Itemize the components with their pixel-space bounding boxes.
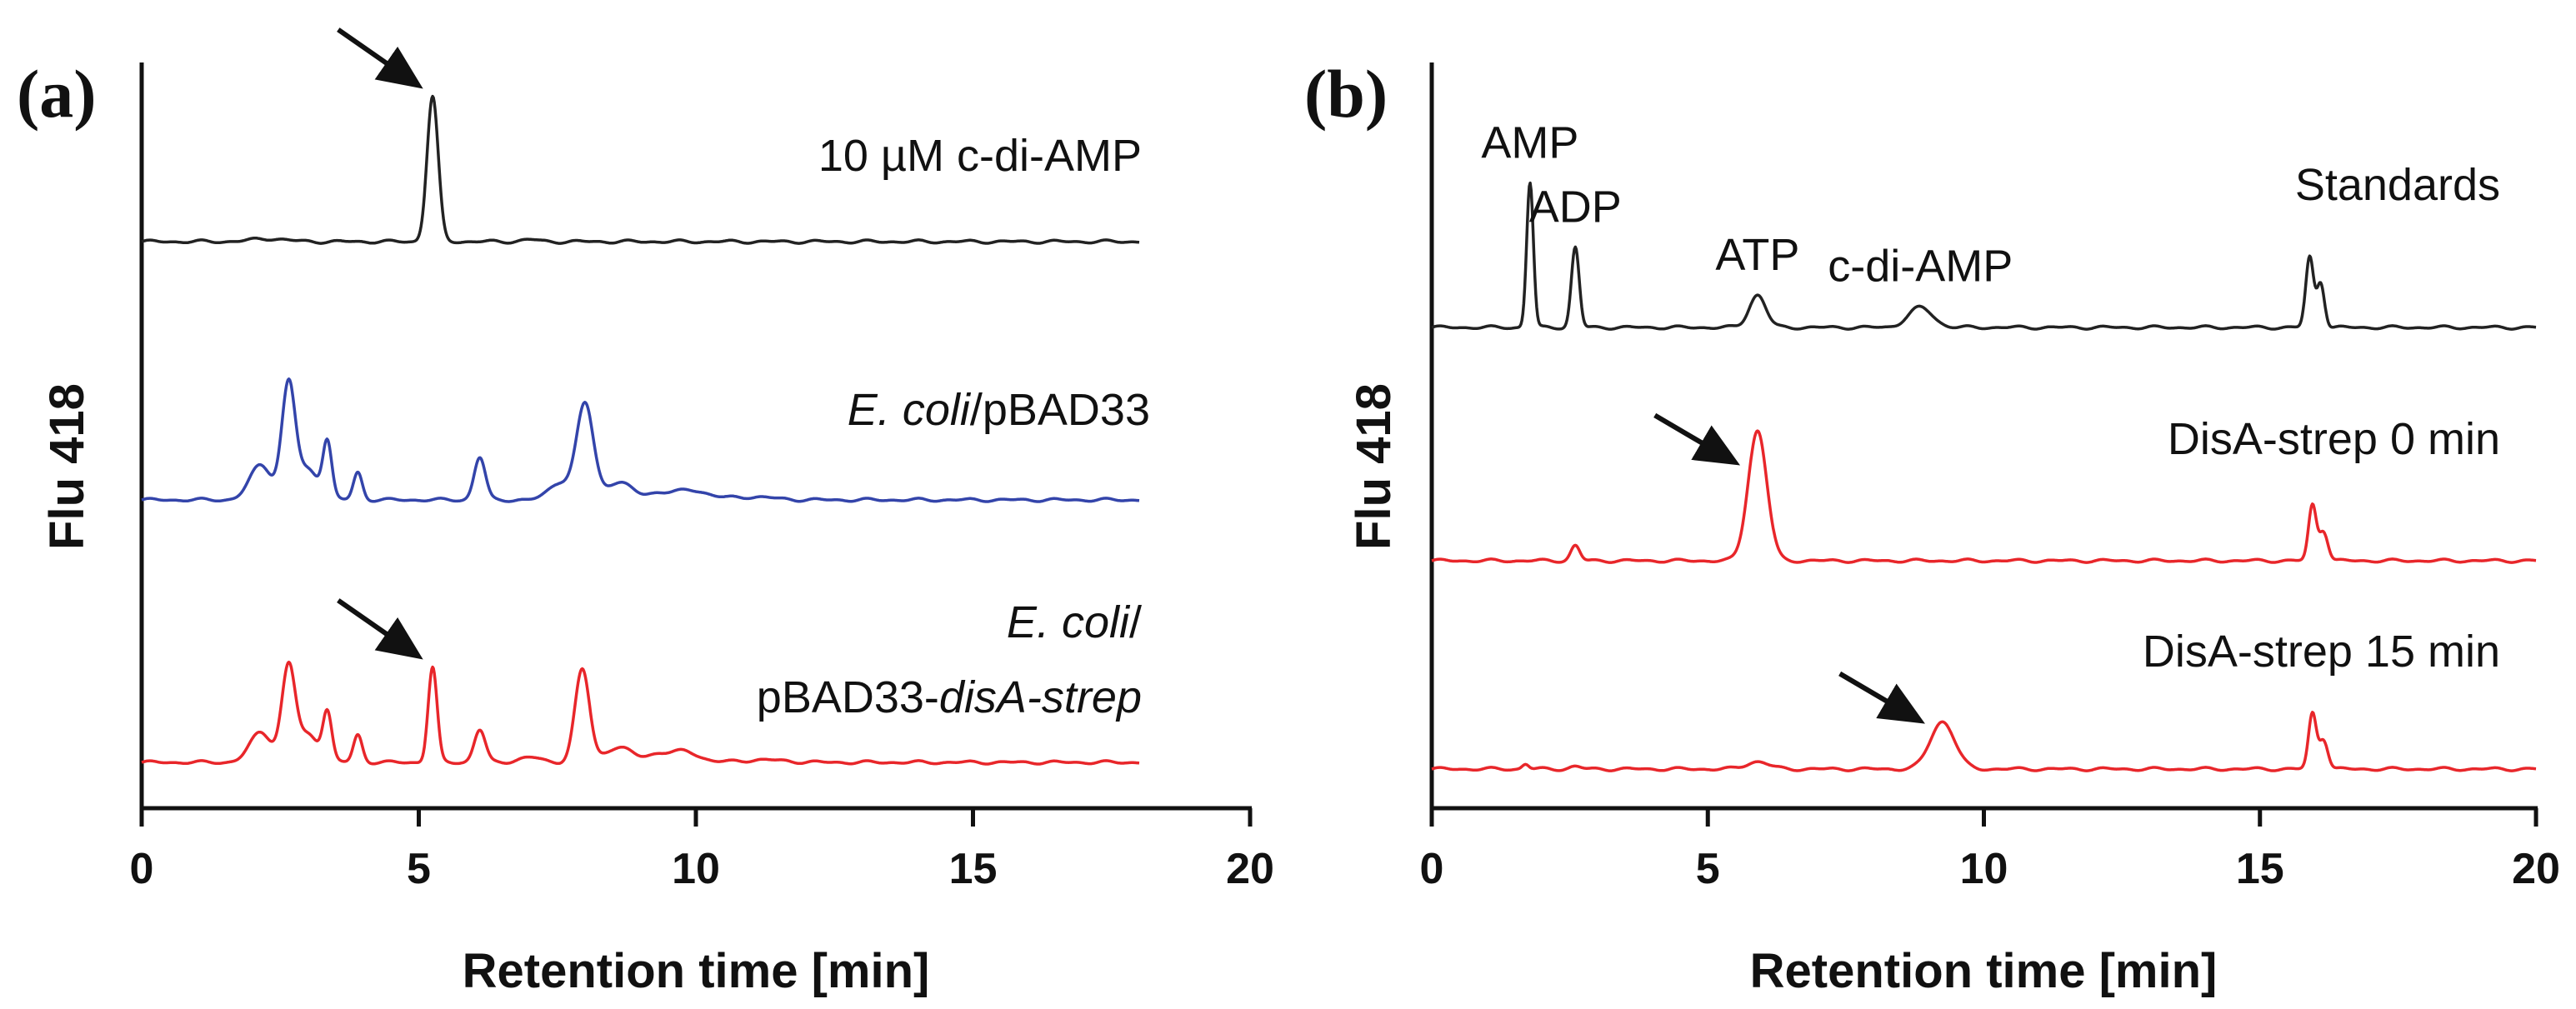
series-line <box>1431 429 2537 564</box>
x-tick-label: 10 <box>672 845 720 893</box>
series-label: Standards <box>2295 160 2500 210</box>
series-line <box>141 660 1140 766</box>
series-label: DisA-strep 0 min <box>2168 414 2500 464</box>
peak-arrow <box>1653 412 1741 466</box>
peak-label: c-di-AMP <box>1828 242 2013 292</box>
x-tick-label: 10 <box>1960 845 2008 893</box>
peak-label: ADP <box>1529 182 1622 232</box>
x-tick-label: 0 <box>1420 845 1444 893</box>
x-tick-label: 20 <box>2512 845 2560 893</box>
series-label: 10 µM c-di-AMP <box>818 131 1142 181</box>
peak-arrow <box>337 598 423 660</box>
panel-b: 0 5 10 15 20 Retention time [min] Flu 418 (b) St… <box>1304 56 2560 998</box>
series-line <box>141 377 1140 503</box>
panel-label: (a) <box>17 56 97 132</box>
series-label: DisA-strep 15 min <box>2143 627 2500 677</box>
series-label: E. coli/pBAD33 <box>848 385 1150 435</box>
series-line <box>1431 711 2537 772</box>
series-label-line2: pBAD33-disA-strep <box>757 672 1142 722</box>
x-axis-title: Retention time [min] <box>1750 944 2218 998</box>
x-tick-label: 15 <box>2236 845 2284 893</box>
series-line <box>141 94 1140 245</box>
series-line <box>1431 181 2537 331</box>
panel-label: (b) <box>1304 56 1388 132</box>
x-tick-label: 5 <box>1696 845 1720 893</box>
peak-arrow <box>337 27 423 89</box>
x-tick-label: 0 <box>130 845 154 893</box>
x-tick-label: 5 <box>407 845 431 893</box>
x-tick-label: 15 <box>949 845 998 893</box>
series-label: E. coli/ <box>1007 597 1142 647</box>
x-axis-title: Retention time [min] <box>463 944 930 998</box>
peak-label: ATP <box>1715 230 1799 280</box>
y-axis-title: Flu 418 <box>1347 383 1401 550</box>
peak-arrow <box>1838 671 1925 724</box>
y-axis-title: Flu 418 <box>40 383 94 550</box>
x-tick-label: 20 <box>1226 845 1274 893</box>
panel-a: 0 5 10 15 20 Retention time [min] Flu 418 (a) 10… <box>17 27 1274 998</box>
peak-label: AMP <box>1481 117 1578 167</box>
